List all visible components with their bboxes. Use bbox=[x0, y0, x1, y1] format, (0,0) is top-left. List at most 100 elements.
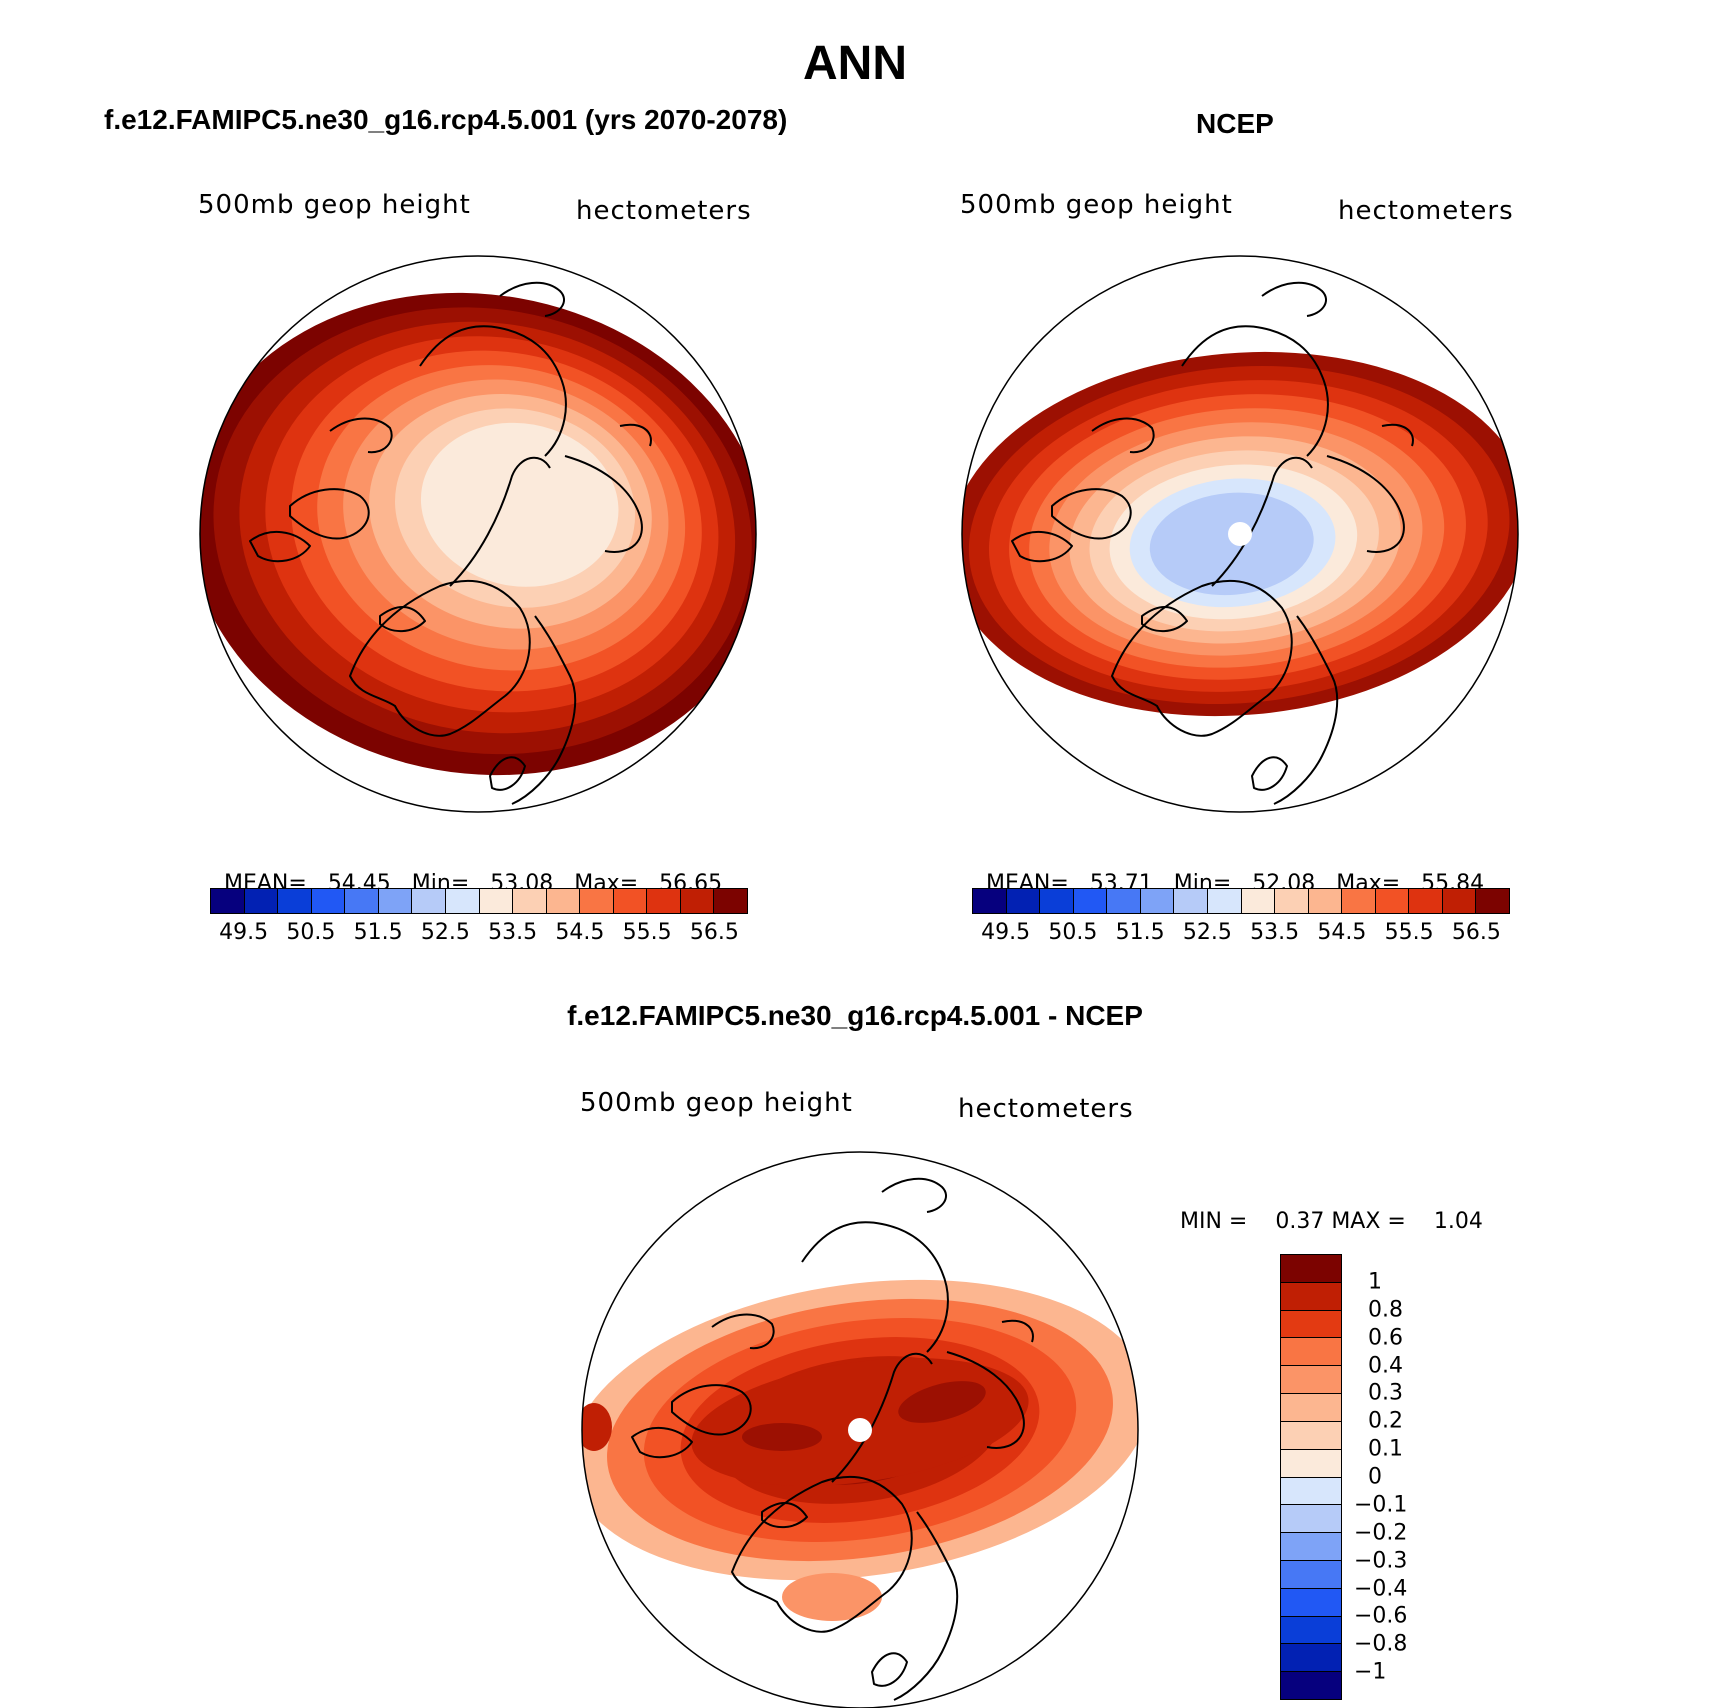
colorbar-tick-label: 50.5 bbox=[1048, 920, 1098, 945]
colorbar-swatches bbox=[972, 888, 1510, 914]
panel-model-colorbar: 49.5 50.5 51.5 52.5 53.5 54.5 55.5 56.5 bbox=[210, 888, 748, 945]
coastline bbox=[871, 1652, 908, 1687]
panel-model-header: f.e12.FAMIPC5.ne30_g16.rcp4.5.001 (yrs 2… bbox=[104, 104, 788, 135]
colorbar-tick-label: 0.6 bbox=[1368, 1325, 1403, 1351]
map-boundary bbox=[961, 255, 1519, 813]
coastline bbox=[731, 1475, 913, 1633]
coastline bbox=[619, 423, 652, 447]
panel-obs-variable-label: 500mb geop height bbox=[960, 190, 1233, 220]
colorbar-swatch bbox=[445, 889, 480, 913]
colorbar-swatch bbox=[1281, 1560, 1341, 1589]
colorbar-tick-label: 0.1 bbox=[1368, 1436, 1403, 1462]
coastline bbox=[1261, 281, 1327, 317]
colorbar-tick-label: 50.5 bbox=[286, 920, 336, 945]
coastline bbox=[379, 606, 426, 633]
coastline bbox=[893, 1511, 959, 1701]
coastline bbox=[1141, 606, 1188, 633]
colorbar-tick-label: −0.8 bbox=[1354, 1631, 1408, 1657]
colorbar-swatch bbox=[345, 889, 379, 913]
coastline bbox=[801, 1221, 949, 1353]
colorbar-swatch bbox=[479, 889, 514, 913]
coastline bbox=[1381, 423, 1414, 447]
colorbar-swatch bbox=[278, 889, 312, 913]
colorbar-swatch bbox=[1174, 889, 1208, 913]
max-value: 1.04 bbox=[1433, 1209, 1483, 1234]
pole-marker bbox=[1228, 522, 1252, 546]
colorbar-tick-label: 0.3 bbox=[1368, 1380, 1403, 1406]
colorbar-swatch bbox=[613, 889, 648, 913]
coastline bbox=[499, 281, 565, 317]
colorbar-swatch bbox=[211, 889, 245, 913]
contour-band bbox=[1149, 492, 1314, 596]
coastline bbox=[711, 1313, 775, 1350]
min-value: 0.37 bbox=[1275, 1209, 1325, 1234]
coastline bbox=[329, 417, 393, 454]
colorbar-tick-label: 53.5 bbox=[488, 920, 538, 945]
panel-obs-colorbar: 49.5 50.5 51.5 52.5 53.5 54.5 55.5 56.5 bbox=[972, 888, 1510, 945]
colorbar-tick-label: −0.2 bbox=[1354, 1520, 1408, 1546]
coastline bbox=[761, 1502, 808, 1529]
colorbar-swatch bbox=[1281, 1449, 1341, 1478]
coastline bbox=[419, 325, 567, 457]
coastline bbox=[349, 579, 531, 737]
panel-obs-polar-map bbox=[961, 255, 1519, 813]
colorbar-tick-label: 56.5 bbox=[1451, 920, 1501, 945]
coastline bbox=[1091, 417, 1155, 454]
colorbar-swatch bbox=[1281, 1255, 1341, 1283]
coastline bbox=[1326, 455, 1405, 553]
colorbar-tick-label: 49.5 bbox=[981, 920, 1031, 945]
coastline bbox=[881, 1177, 947, 1213]
colorbar-swatch bbox=[1281, 1505, 1341, 1534]
colorbar-swatch bbox=[1281, 1338, 1341, 1367]
colorbar-swatch bbox=[412, 889, 446, 913]
panel-diff-units-label: hectometers bbox=[958, 1094, 1134, 1124]
coastline bbox=[489, 756, 526, 791]
colorbar-swatch bbox=[1040, 889, 1074, 913]
coastline bbox=[1181, 325, 1329, 457]
coastline bbox=[511, 615, 577, 805]
coastline bbox=[1211, 456, 1313, 587]
colorbar-swatch bbox=[1281, 1533, 1341, 1561]
map-boundary bbox=[199, 255, 757, 813]
coastline bbox=[449, 456, 551, 587]
colorbar-tick-label: 1 bbox=[1368, 1269, 1382, 1295]
colorbar-swatch bbox=[1281, 1394, 1341, 1422]
panel-model-units-label: hectometers bbox=[576, 196, 752, 226]
panel-diff-stats: MIN = 0.37 MAX = 1.04 bbox=[1166, 1184, 1483, 1234]
colorbar-swatch bbox=[1409, 889, 1443, 913]
panel-obs-units-label: hectometers bbox=[1338, 196, 1514, 226]
colorbar-swatch bbox=[1281, 1421, 1341, 1450]
colorbar-tick-labels: 49.5 50.5 51.5 52.5 53.5 54.5 55.5 56.5 bbox=[210, 914, 748, 945]
colorbar-swatch bbox=[1241, 889, 1276, 913]
colorbar-tick-label: −0.4 bbox=[1354, 1576, 1408, 1601]
min-label: MIN = bbox=[1180, 1209, 1248, 1234]
colorbar-tick-label: −0.1 bbox=[1354, 1492, 1408, 1518]
colorbar-swatch bbox=[1140, 889, 1175, 913]
colorbar-tick-label: 52.5 bbox=[1182, 920, 1232, 945]
panel-obs-header: NCEP bbox=[1196, 108, 1274, 139]
colorbar-swatch bbox=[680, 889, 715, 913]
coastline bbox=[1001, 1319, 1034, 1343]
panel-diff-colorbar-tick-labels: 1 0.8 0.6 0.4 0.3 0.2 0.1 0 −0.1 −0.2 −0.3 −0.4 −0.6… bbox=[1354, 1254, 1434, 1700]
colorbar-tick-label: 54.5 bbox=[1317, 920, 1367, 945]
colorbar-tick-label: 51.5 bbox=[1115, 920, 1165, 945]
colorbar-tick-label: 55.5 bbox=[622, 920, 672, 945]
colorbar-swatch bbox=[1281, 1282, 1341, 1311]
colorbar-swatch bbox=[1281, 1616, 1341, 1645]
coastline bbox=[1051, 488, 1132, 540]
colorbar-swatch bbox=[1281, 1310, 1341, 1339]
colorbar-swatch bbox=[647, 889, 681, 913]
colorbar-tick-label: 56.5 bbox=[689, 920, 739, 945]
colorbar-swatch bbox=[1281, 1588, 1341, 1617]
colorbar-tick-label: 55.5 bbox=[1384, 920, 1434, 945]
colorbar-swatch bbox=[1375, 889, 1410, 913]
colorbar-tick-label: 51.5 bbox=[353, 920, 403, 945]
colorbar-tick-label: 0.4 bbox=[1368, 1353, 1403, 1378]
contour-band bbox=[782, 1573, 882, 1621]
colorbar-swatch bbox=[1207, 889, 1242, 913]
contour-band bbox=[898, 1381, 986, 1423]
panel-diff-header: f.e12.FAMIPC5.ne30_g16.rcp4.5.001 - NCEP bbox=[567, 1000, 1143, 1031]
colorbar-swatch bbox=[244, 889, 279, 913]
contour-band bbox=[582, 1403, 612, 1451]
coastline bbox=[564, 455, 643, 553]
